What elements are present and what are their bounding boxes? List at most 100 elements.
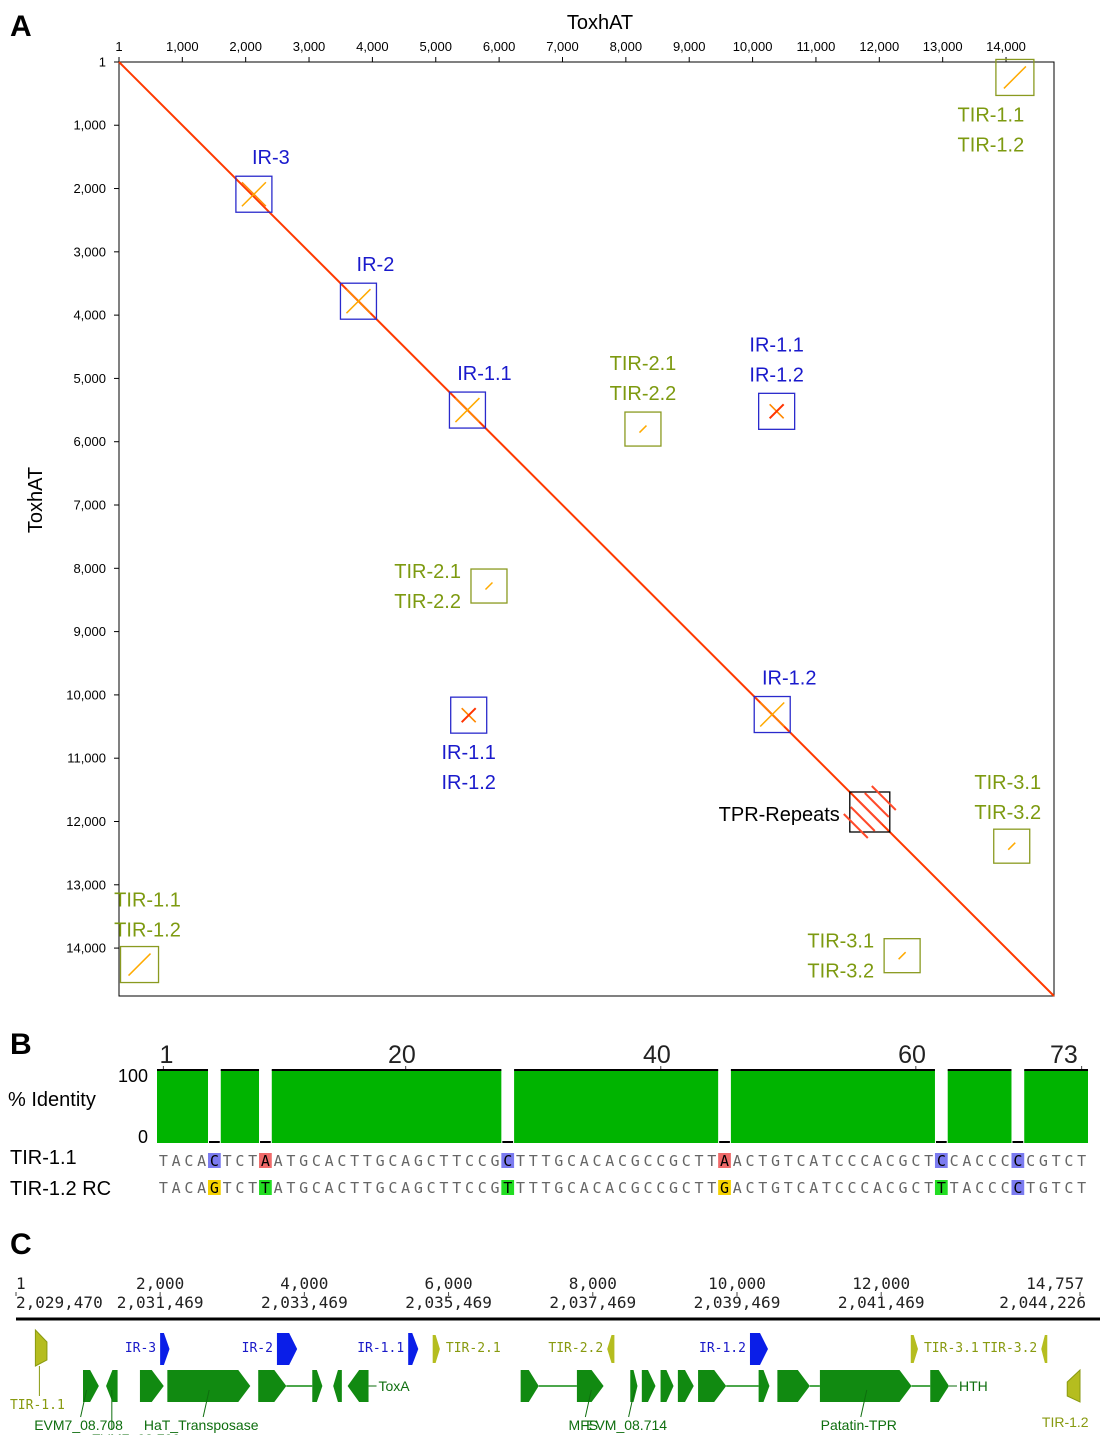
sequence-base-tir-1-2-rc: C: [427, 1179, 436, 1197]
sequence-mismatch-highlight: [501, 1153, 515, 1168]
tpr-region-label: TPR-Repeats: [719, 804, 840, 826]
ir-region-label: IR-1.2: [762, 668, 816, 690]
gene-map-ruler-top-label: 8,000: [569, 1274, 617, 1293]
identity-bar-match: [157, 1070, 209, 1143]
identity-bar-match: [1024, 1070, 1088, 1143]
dotplot-x-tick-label: 13,000: [923, 39, 963, 54]
sequence-base-tir-1-2-rc: G: [1039, 1179, 1048, 1197]
sequence-base-tir-1-1: T: [516, 1152, 525, 1170]
tir-feature-label: TIR-3.2: [982, 1341, 1037, 1356]
sequence-base-tir-1-2-rc: G: [554, 1179, 563, 1197]
sequence-base-tir-1-2-rc: T: [1052, 1179, 1061, 1197]
ir-dot-anti: [759, 701, 785, 728]
sequence-base-tir-1-2-rc: T: [439, 1179, 448, 1197]
identity-ruler-label: 1: [160, 1041, 174, 1069]
sequence-base-tir-1-2-rc: T: [350, 1179, 359, 1197]
dotplot-x-title: ToxhAT: [567, 12, 633, 34]
sequence-base-tir-1-2-rc: T: [541, 1179, 550, 1197]
gene-exon-shape: [347, 1370, 369, 1402]
ir-region-label: IR-1.1 IR-1.2: [749, 334, 803, 386]
gene-exon-shape: [576, 1370, 604, 1402]
tir-feature-shape: [432, 1335, 440, 1363]
gene-map-ruler-top-label: 6,000: [424, 1274, 472, 1293]
dotplot-regions: IR-3IR-2IR-1.1IR-1.2IR-1.1 IR-1.2IR-1.1 IR…: [114, 58, 1041, 984]
sequence-base-tir-1-1: T: [350, 1152, 359, 1170]
tir-region-label-line: TIR-1.1: [114, 890, 181, 912]
ir-feature-shape: [749, 1333, 768, 1365]
tir-feature-label: TIR-1.2: [1042, 1414, 1089, 1430]
gene-exon-shape: [660, 1370, 674, 1402]
sequence-mismatch-highlight: [934, 1180, 948, 1195]
dotplot-y-tick-label: 7,000: [73, 498, 106, 513]
sequence-base-tir-1-1: C: [1064, 1152, 1073, 1170]
ir-dot-anti: [768, 403, 785, 420]
gene-map-ruler-bottom-label: 2,041,469: [838, 1293, 925, 1312]
sequence-base-tir-1-1: C: [937, 1152, 946, 1170]
sequence-base-tir-1-1: C: [465, 1152, 474, 1170]
tir-dot: [638, 425, 647, 434]
ir-region-box: [448, 391, 487, 429]
sequence-base-tir-1-1: C: [618, 1152, 627, 1170]
gene-exon-shape: [641, 1370, 656, 1402]
sequence-base-tir-1-1: G: [414, 1152, 423, 1170]
gene-exon-shape: [333, 1370, 342, 1402]
dotplot-x-tick-label: 7,000: [546, 39, 579, 54]
tir-region-label-line: TIR-2.2: [610, 383, 677, 405]
gene-exon-shape: [819, 1370, 912, 1402]
sequence-base-tir-1-1: C: [337, 1152, 346, 1170]
sequence-base-tir-1-2-rc: T: [695, 1179, 704, 1197]
sequence-base-tir-1-2-rc: G: [299, 1179, 308, 1197]
identity-title: % Identity: [8, 1089, 96, 1111]
sequence-base-tir-1-2-rc: C: [911, 1179, 920, 1197]
sequence-base-tir-1-1: T: [1077, 1152, 1086, 1170]
tir-region-box: [119, 945, 160, 984]
sequence-base-tir-1-2-rc: C: [567, 1179, 576, 1197]
identity-bar-match: [271, 1070, 502, 1143]
sequence-base-tir-1-2-rc: C: [337, 1179, 346, 1197]
sequence-base-tir-1-2-rc: T: [286, 1179, 295, 1197]
sequence-base-tir-1-2-rc: A: [197, 1179, 206, 1197]
gene-exon-shape: [167, 1370, 251, 1402]
sequence-base-tir-1-2-rc: A: [325, 1179, 334, 1197]
sequence-base-tir-1-1: C: [860, 1152, 869, 1170]
gene-map-ruler: 1 2,000 4,000 6,000 8,000 10,000 12,000 14,7572…: [15, 1274, 1086, 1312]
tir-feature-shape: [1041, 1335, 1048, 1363]
tir-feature-shape: [1066, 1368, 1081, 1403]
dotplot-frame: [118, 61, 1055, 997]
sequence-base-tir-1-1: C: [835, 1152, 844, 1170]
sequence-base-tir-1-1: C: [210, 1152, 219, 1170]
gene-label-leader: [80, 1389, 88, 1418]
sequence-mismatch-highlight: [1011, 1180, 1025, 1195]
sequence-base-tir-1-1: T: [529, 1152, 538, 1170]
tir-dot: [484, 581, 494, 591]
dotplot-y-tick-label: 1,000: [73, 118, 106, 133]
dotplot-y-tick-label: 10,000: [66, 687, 106, 702]
tir-feature-shape: [607, 1335, 615, 1363]
dotplot-y-tick-label: 4,000: [73, 308, 106, 323]
dotplot-y-tick-label: 2,000: [73, 181, 106, 196]
sequence-base-tir-1-2-rc: T: [937, 1179, 946, 1197]
sequence-base-tir-1-2-rc: C: [835, 1179, 844, 1197]
identity-bar-match: [947, 1070, 1012, 1143]
gene-map-genes: [82, 1370, 949, 1402]
dotplot-main-diagonal: [118, 61, 1055, 997]
sequence-base-tir-1-2-rc: C: [618, 1179, 627, 1197]
sequence-base-tir-1-1: A: [605, 1152, 614, 1170]
tir-region-label: TIR-3.1 TIR-3.2: [974, 772, 1041, 824]
gene-label-leader: [860, 1389, 868, 1418]
sequence-base-tir-1-1: G: [490, 1152, 499, 1170]
tir-feature-label: TIR-3.1: [924, 1341, 979, 1356]
gene-exon-shape: [82, 1370, 99, 1402]
tir-region-box: [883, 938, 921, 974]
sequence-base-tir-1-1: T: [924, 1152, 933, 1170]
sequence-base-tir-1-2-rc: C: [465, 1179, 474, 1197]
sequence-base-tir-1-1: C: [388, 1152, 397, 1170]
gene-map-ruler-bottom-label: 2,033,469: [261, 1293, 348, 1312]
gene-map-ruler-bottom-label: 2,031,469: [117, 1293, 204, 1312]
tir-region-label-line: TIR-3.1: [974, 772, 1041, 794]
gene-map-ruler-top-label: 12,000: [852, 1274, 910, 1293]
sequence-base-tir-1-1: A: [873, 1152, 882, 1170]
ir-region-label-line: IR-3: [252, 147, 290, 169]
tir-region-box: [995, 58, 1035, 97]
